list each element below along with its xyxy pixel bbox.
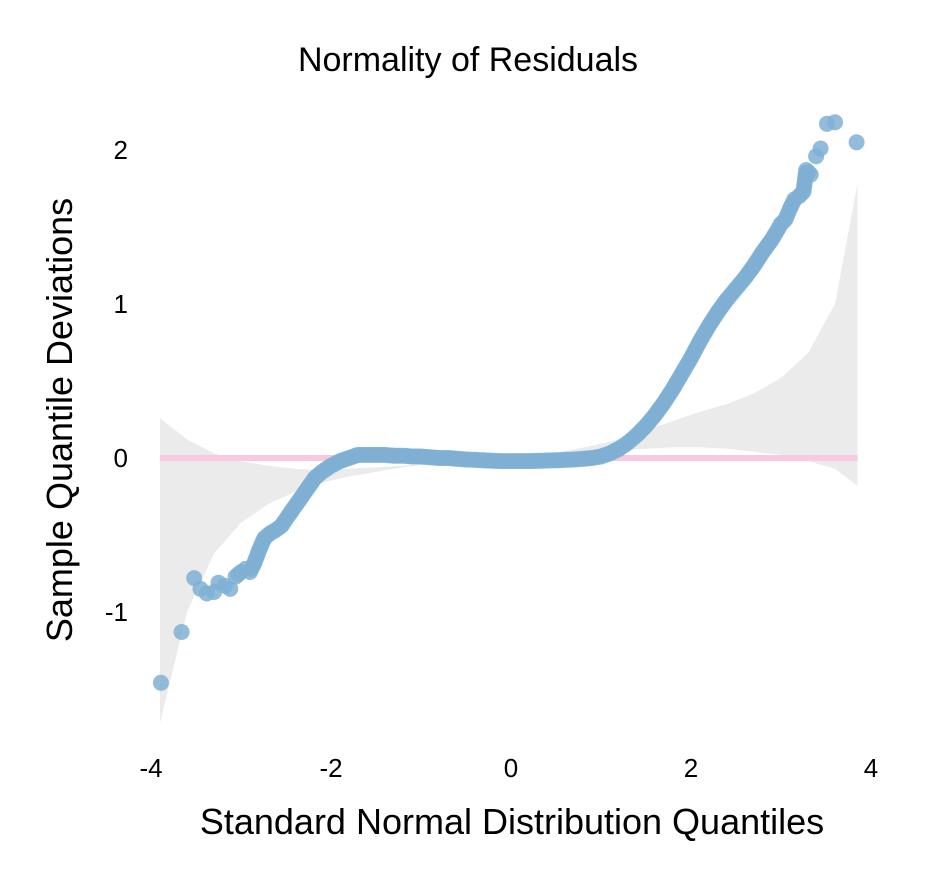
data-point — [222, 580, 239, 597]
x-tick-label: -2 — [319, 753, 342, 783]
data-point — [173, 624, 190, 640]
data-point — [800, 164, 817, 181]
data-point — [827, 114, 843, 131]
chart-title: Normality of Residuals — [298, 41, 638, 79]
y-axis-ticks: -1 0 1 2 — [105, 135, 128, 627]
y-tick-label: 2 — [114, 135, 128, 165]
data-point — [848, 134, 865, 151]
scatter-points — [152, 114, 865, 691]
x-tick-label: -4 — [139, 753, 162, 783]
y-tick-label: 0 — [114, 443, 128, 473]
x-axis-label: Standard Normal Distribution Quantiles — [200, 801, 824, 842]
x-axis-ticks: -4 -2 0 2 4 — [139, 753, 878, 783]
y-axis-label: Sample Quantile Deviations — [39, 198, 80, 642]
y-tick-label: -1 — [105, 597, 128, 627]
data-point — [230, 566, 247, 583]
x-tick-label: 0 — [504, 753, 518, 783]
x-tick-label: 4 — [864, 753, 878, 783]
data-point — [152, 674, 169, 691]
y-tick-label: 1 — [114, 289, 128, 319]
x-tick-label: 2 — [684, 753, 698, 783]
data-point — [812, 140, 829, 157]
